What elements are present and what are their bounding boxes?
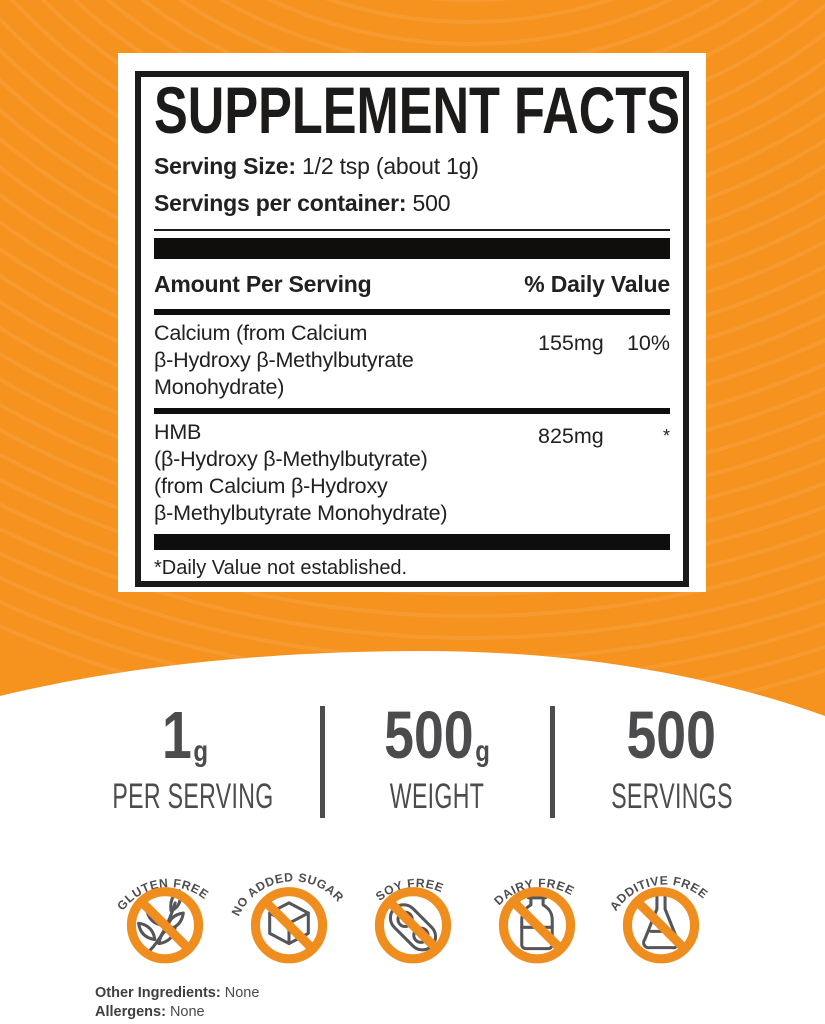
hmb-values: 825mg *: [538, 419, 670, 449]
other-ingredients-label: Other Ingredients:: [95, 985, 221, 1001]
daily-value-footnote: *Daily Value not established.: [154, 557, 408, 579]
stat-servings: 500 SERVINGS: [562, 702, 782, 814]
stat-divider-2: [550, 706, 555, 818]
other-ingredients-value: None: [224, 985, 260, 1001]
stat-servings-label: SERVINGS: [611, 777, 733, 816]
stat-unit: g: [193, 735, 209, 768]
facts-title-text: SUPPLEMENT FACTS: [154, 81, 680, 139]
stat-per-serving-label: PER SERVING: [112, 777, 274, 816]
servings-label: Servings per container:: [154, 190, 407, 216]
daily-value-header: % Daily Value: [524, 271, 670, 297]
servings-value: 500: [412, 190, 451, 216]
stat-divider-1: [320, 706, 325, 818]
stat-unit: g: [475, 735, 490, 768]
hmb-name: HMB (β-Hydroxy β-Methylbutyrate) (from C…: [154, 420, 448, 525]
calcium-amount: 155mg: [538, 331, 604, 355]
stat-servings-number: 500: [584, 702, 760, 769]
hmb-dv: *: [662, 426, 670, 446]
calcium-values: 155mg 10%: [538, 320, 670, 356]
serving-size-label: Serving Size:: [154, 153, 296, 179]
servings-per-container-line: Servings per container: 500: [154, 190, 670, 216]
badge-dairy-free: DAIRY FREE: [476, 848, 598, 970]
serving-size-value: 1/2 tsp (about 1g): [302, 153, 479, 179]
serving-size-line: Serving Size: 1/2 tsp (about 1g): [154, 153, 670, 179]
allergens-line: Allergens: None: [95, 1003, 259, 1022]
facts-title: SUPPLEMENT FACTS: [154, 81, 680, 139]
divider-bar-mid-2: [154, 408, 670, 414]
badge-additive-free: ADDITIVE FREE: [600, 848, 722, 970]
prohibition-icon: [374, 887, 451, 964]
badge-row: GLUTEN FREE NO: [0, 848, 825, 970]
facts-border-box: SUPPLEMENT FACTS Serving Size: 1/2 tsp (…: [135, 71, 689, 587]
divider-bar-bottom: [154, 534, 670, 550]
stat-weight-label: WEIGHT: [389, 777, 485, 816]
divider-bar-thick: [154, 238, 670, 259]
prohibition-icon: [126, 887, 203, 964]
prohibition-icon: [250, 887, 327, 964]
divider-hairline: [154, 229, 670, 231]
divider-bar-mid: [154, 309, 670, 315]
badge-gluten-free: GLUTEN FREE: [104, 848, 226, 970]
allergens-value: None: [169, 1004, 205, 1020]
footer-ingredients: Other Ingredients: None Allergens: None: [95, 984, 259, 1022]
stat-weight: 500 g WEIGHT: [327, 702, 547, 814]
supplement-facts-panel: SUPPLEMENT FACTS Serving Size: 1/2 tsp (…: [118, 53, 706, 592]
stat-value: 500: [626, 698, 716, 773]
badge-soy-free: SOY FREE: [352, 848, 474, 970]
table-row-hmb: HMB (β-Hydroxy β-Methylbutyrate) (from C…: [154, 414, 670, 534]
facts-header-row: Amount Per Serving % Daily Value: [154, 259, 670, 309]
allergens-label: Allergens:: [95, 1004, 166, 1020]
table-row-calcium: Calcium (from Calcium β-Hydroxy β-Methyl…: [154, 315, 670, 408]
prohibition-icon: [622, 887, 699, 964]
hmb-amount: 825mg: [538, 424, 604, 448]
other-ingredients-line: Other Ingredients: None: [95, 984, 259, 1003]
calcium-dv: 10%: [626, 331, 670, 355]
calcium-name: Calcium (from Calcium β-Hydroxy β-Methyl…: [154, 321, 414, 399]
stat-weight-number: 500 g: [349, 702, 525, 769]
amount-per-serving-header: Amount Per Serving: [154, 271, 372, 297]
prohibition-icon: [498, 887, 575, 964]
stat-value: 1: [161, 698, 192, 773]
stat-value: 500: [384, 698, 474, 773]
badge-no-added-sugar: NO ADDED SUGAR: [228, 848, 350, 970]
